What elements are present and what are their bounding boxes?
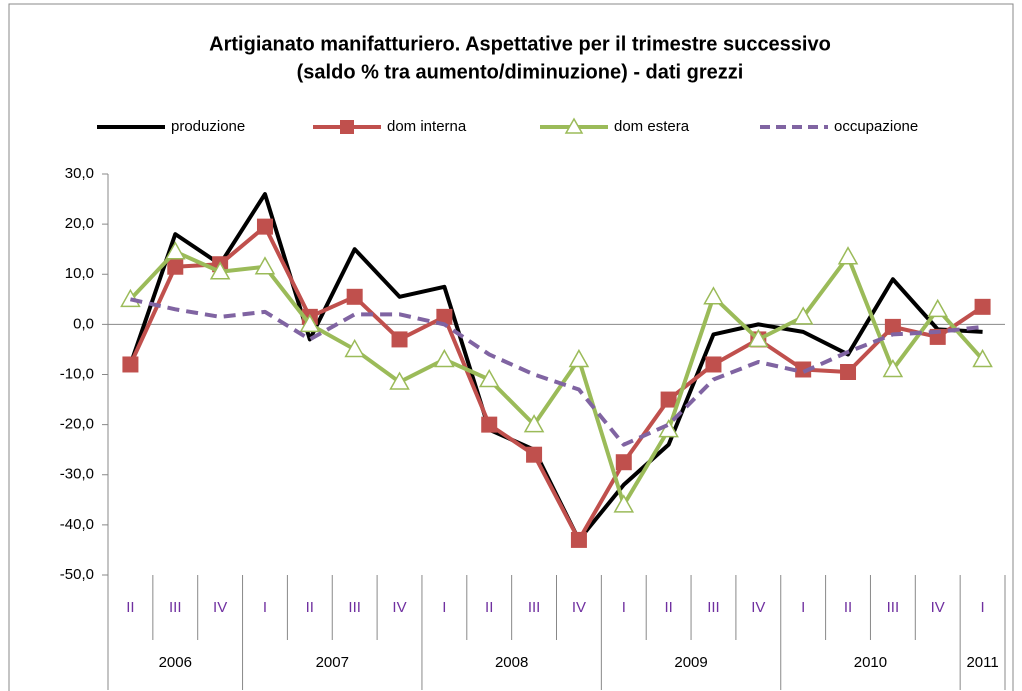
marker <box>974 298 991 315</box>
x-group-label: 2007 <box>316 654 349 671</box>
marker <box>389 371 410 390</box>
x-tick-label: IV <box>931 599 945 616</box>
marker <box>256 218 273 235</box>
marker <box>344 338 365 358</box>
legend-label: occupazione <box>834 118 918 135</box>
x-tick-label: II <box>485 599 493 616</box>
series-line <box>128 249 985 507</box>
marker <box>613 494 635 513</box>
marker <box>927 298 949 318</box>
y-tick-label: 0,0 <box>73 315 94 332</box>
y-tick-label: 10,0 <box>65 265 94 282</box>
x-tick-label: I <box>801 599 805 616</box>
y-tick-label: 20,0 <box>65 215 94 232</box>
x-tick-label: IV <box>572 599 586 616</box>
x-tick-label: IV <box>392 599 406 616</box>
y-tick-label: -20,0 <box>60 416 94 433</box>
legend-label: dom estera <box>614 118 690 135</box>
marker <box>478 368 500 388</box>
marker <box>346 288 363 305</box>
legend-marker <box>564 117 584 134</box>
chart-subtitle: (saldo % tra aumento/diminuzione) - dati… <box>297 61 744 83</box>
y-tick-label: -10,0 <box>60 365 94 382</box>
legend-label: dom interna <box>387 118 467 135</box>
marker <box>837 246 859 265</box>
x-group-label: 2010 <box>854 654 887 671</box>
marker <box>209 261 231 280</box>
chart-frame <box>8 3 1014 691</box>
marker <box>481 416 498 433</box>
marker <box>568 348 590 368</box>
marker <box>972 348 993 368</box>
marker <box>299 313 321 333</box>
x-tick-label: II <box>844 599 852 616</box>
marker <box>434 348 455 368</box>
chart-title: Artigianato manifatturiero. Aspettative … <box>209 33 831 55</box>
legend-marker <box>340 120 354 134</box>
legend-label: produzione <box>171 118 245 135</box>
x-tick-label: II <box>664 599 672 616</box>
y-tick-label: -50,0 <box>60 566 94 583</box>
marker <box>795 361 812 378</box>
marker <box>523 414 545 433</box>
marker <box>526 446 543 463</box>
x-group-label: 2011 <box>966 654 998 671</box>
x-tick-label: II <box>306 599 314 616</box>
marker <box>792 306 814 325</box>
marker <box>748 328 769 348</box>
y-tick-label: -30,0 <box>60 466 94 483</box>
x-group-label: 2008 <box>495 654 528 671</box>
x-tick-label: IV <box>751 599 765 616</box>
marker <box>840 363 857 380</box>
x-tick-label: III <box>348 599 361 616</box>
x-tick-label: I <box>622 599 626 616</box>
marker <box>884 318 901 335</box>
marker <box>705 356 722 373</box>
marker <box>436 308 453 325</box>
x-tick-label: II <box>126 599 134 616</box>
x-tick-label: III <box>528 599 541 616</box>
x-group-label: 2006 <box>159 654 192 671</box>
marker <box>570 531 587 548</box>
x-tick-label: IV <box>213 599 227 616</box>
marker <box>615 454 632 471</box>
x-tick-label: III <box>887 599 900 616</box>
marker <box>882 358 904 378</box>
marker <box>167 258 184 275</box>
x-tick-label: I <box>442 599 446 616</box>
x-tick-label: I <box>263 599 267 616</box>
marker <box>122 356 139 373</box>
series-line <box>129 297 983 447</box>
marker <box>703 286 724 305</box>
y-tick-label: 30,0 <box>65 165 94 182</box>
x-tick-label: III <box>169 599 182 616</box>
marker <box>660 391 677 408</box>
x-group-label: 2009 <box>674 654 707 671</box>
marker <box>391 331 408 348</box>
x-tick-label: I <box>980 599 984 616</box>
y-tick-label: -40,0 <box>60 516 94 533</box>
marker <box>164 241 186 260</box>
x-tick-label: III <box>707 599 720 616</box>
marker <box>254 256 276 275</box>
